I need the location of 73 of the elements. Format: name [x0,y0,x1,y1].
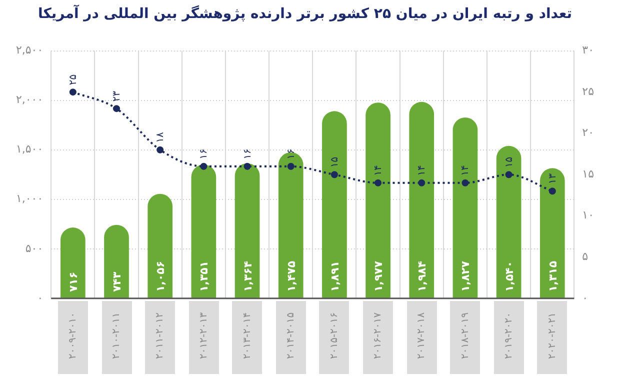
point [505,171,512,178]
data-label: ۷۴۳ [110,271,124,292]
x-tick-label: ۲۰۱۹-۲۰۲۰ [503,312,514,359]
bar [452,117,478,298]
bar [234,163,260,298]
y2-tick-label: ۱۵ [582,167,594,180]
point [156,146,164,154]
data-label: ۱,۴۷۵ [284,260,298,292]
point [69,88,76,96]
point [113,105,120,112]
data-label: ۱,۳۱۵ [546,260,560,292]
bar [540,168,565,298]
x-tick-label: ۲۰۱۲-۲۰۱۳ [198,312,210,359]
x-tick-label: ۲۰۱۵-۲۰۱۶ [329,312,340,359]
x-tick-label: ۲۰۱۶-۲۰۱۷ [372,312,384,359]
y-tick-label: ۲,۰۰۰ [16,93,44,106]
data-label: ۱۶ [242,148,254,160]
x-tick-label: ۲۰۱۳-۲۰۱۴ [242,312,253,359]
data-label: ۱,۳۵۱ [198,260,211,292]
bar [322,111,347,298]
x-tick-label: ۲۰۱۱-۲۰۱۲ [154,312,166,359]
y2-tick-label: ۲۰ [582,126,594,140]
bar [409,102,434,298]
bar [366,102,390,298]
data-label: ۱,۹۸۴ [416,260,429,292]
point [548,188,556,195]
bar [60,228,86,298]
chart-title: تعداد و رتبه ایران در میان ۲۵ کشور برتر دارنده پژوهشگر بین المللی در آمریکا [38,4,572,22]
point [330,171,338,178]
point [462,179,469,186]
y-tick-label: ۵۰۰ [25,242,44,255]
data-label: ۱۶ [286,148,297,160]
point [287,162,294,170]
bar [148,194,173,298]
y2-tick-label: ۲۵ [582,84,594,98]
y-tick-label: ۲,۵۰۰ [16,44,44,57]
y2-tick-label: ۰ [582,291,588,304]
x-tick-label: ۲۰۰۹-۲۰۱۰ [68,312,79,359]
data-label: ۱,۳۶۴ [241,260,254,292]
point [200,162,208,170]
bar [104,224,129,298]
bar [191,164,216,298]
y-tick-label: ۱,۰۰۰ [16,192,44,206]
y-tick-label: ۱,۵۰۰ [16,142,44,156]
data-label: ۱,۰۵۶ [154,260,168,292]
data-label: ۷۱۶ [66,272,80,292]
y-tick-label: ۰ [37,291,44,304]
data-label: ۱۶ [198,148,210,160]
data-label: ۲۵ [68,74,79,86]
y2-tick-label: ۱۰ [582,208,594,222]
x-tick-label: ۲۰۱۰-۲۰۱۱ [111,312,122,359]
point [244,162,251,170]
bar [496,146,522,298]
data-label: ۱۳ [547,172,558,184]
y2-tick-label: ۵ [582,250,588,264]
x-tick-label: ۲۰۱۸-۲۰۱۹ [460,312,471,359]
point [374,179,382,186]
data-label: ۱,۸۹۱ [328,260,342,292]
data-label: ۱,۸۲۷ [459,260,472,292]
data-label: ۱,۵۴۰ [502,260,516,292]
data-label: ۱۴ [373,165,384,176]
data-label: ۱۵ [329,156,340,168]
x-tick-label: ۲۰۱۷-۲۰۱۸ [416,312,428,359]
y2-tick-label: ۳۰ [582,44,594,57]
data-label: ۱۵ [504,156,515,168]
data-label: ۱۴ [460,165,472,176]
x-tick-label: ۲۰۱۴-۲۰۱۵ [285,312,296,359]
data-label: ۲۳ [112,90,123,102]
data-label: ۱۸ [155,131,166,143]
data-label: ۱,۹۷۷ [372,260,386,292]
data-label: ۱۴ [416,165,428,176]
point [418,179,426,186]
x-tick-label: ۲۰۲۰-۲۰۲۱ [546,312,558,359]
